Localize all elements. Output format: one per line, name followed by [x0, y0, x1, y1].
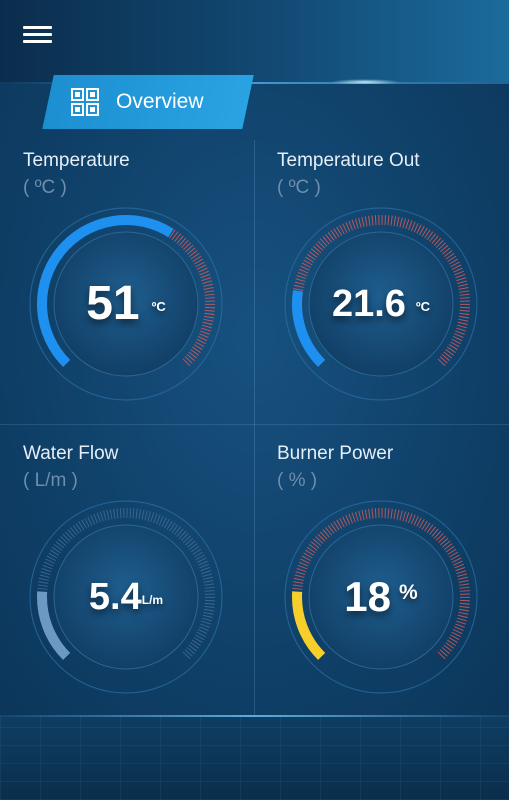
gauge-water-flow-reading: 5.4 L/m: [28, 499, 224, 695]
gauge-temperature-out-reading: 21.6 ºC: [283, 206, 479, 402]
gauge-water-flow-value: 5.4: [88, 576, 142, 618]
tab-overview-content[interactable]: Overview: [58, 75, 204, 129]
gauge-face: [308, 231, 454, 377]
gauge-face: [308, 524, 454, 670]
gauge-outer-ring: [29, 207, 223, 401]
top-bar: [0, 0, 509, 82]
panel-title-temperature-out: Temperature Out: [277, 150, 420, 171]
panel-unit-temperature-out: ( ºC ): [277, 177, 321, 198]
header-divider: [0, 82, 509, 84]
floor-glow-line: [0, 715, 509, 717]
header-glow: [330, 79, 400, 85]
panel-title-burner-power: Burner Power: [277, 443, 394, 464]
gauge-face: [53, 524, 199, 670]
gauge-dial: [284, 500, 478, 694]
floor-grid-decoration: [0, 716, 509, 800]
grid-divider-vertical: [254, 140, 255, 715]
grid-icon: [71, 88, 99, 116]
gauge-burner-power: 18 %: [283, 499, 479, 695]
gauge-water-flow: 5.4 L/m: [28, 499, 224, 695]
gauge-temperature-unit: ºC: [151, 298, 166, 314]
panel-unit-temperature: ( ºC ): [23, 177, 67, 198]
gauge-burner-power-unit: %: [399, 581, 418, 604]
gauge-outer-ring: [284, 207, 478, 401]
gauge-burner-power-reading: 18 %: [283, 499, 479, 695]
gauge-temperature-out-unit: ºC: [415, 298, 431, 314]
panel-title-water-flow: Water Flow: [23, 443, 119, 464]
grid-divider-horizontal: [0, 424, 509, 425]
gauge-water-flow-unit: L/m: [141, 593, 164, 607]
gauge-temperature-out-value: 21.6: [331, 283, 406, 325]
gauge-temperature: 51 ºC: [28, 206, 224, 402]
hamburger-menu-icon[interactable]: [20, 22, 56, 50]
gauge-face: [53, 231, 199, 377]
gauge-temperature-reading: 51 ºC: [28, 206, 224, 402]
gauge-value-arc: [37, 215, 174, 367]
gauge-outer-ring: [29, 500, 223, 694]
gauge-dial: [284, 207, 478, 401]
gauge-dial: [29, 207, 223, 401]
panel-title-temperature: Temperature: [23, 150, 130, 171]
gauge-value-arc: [292, 290, 326, 367]
gauge-value-arc: [37, 591, 71, 660]
tab-overview-label: Overview: [116, 90, 204, 113]
gauge-dial: [29, 500, 223, 694]
gauge-temperature-out: 21.6 ºC: [283, 206, 479, 402]
gauge-temperature-value: 51: [86, 277, 140, 330]
gauge-burner-power-value: 18: [344, 573, 392, 620]
panel-unit-burner-power: ( % ): [277, 470, 318, 491]
gauge-outer-ring: [284, 500, 478, 694]
panel-unit-water-flow: ( L/m ): [23, 470, 78, 491]
gauge-value-arc: [292, 591, 326, 660]
